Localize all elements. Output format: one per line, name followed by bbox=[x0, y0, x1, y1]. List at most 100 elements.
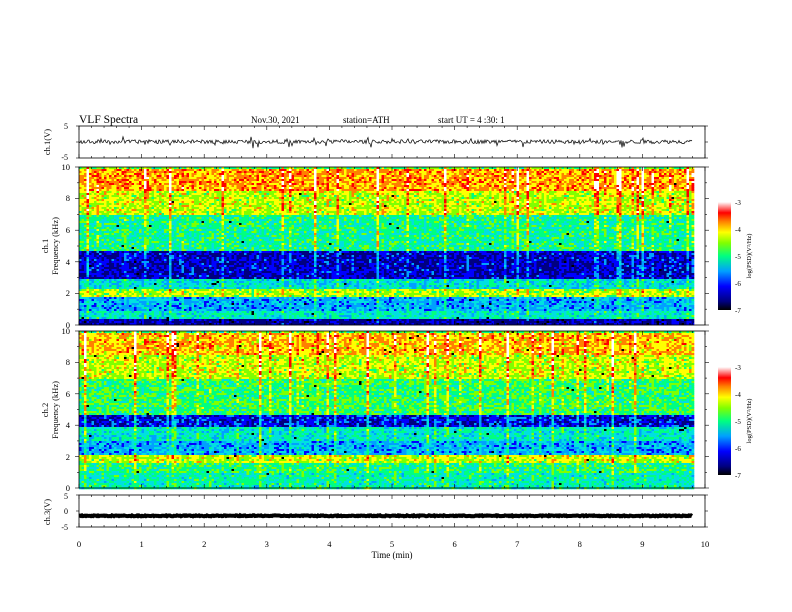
spec1-cell bbox=[86, 299, 90, 302]
spec1-cell bbox=[199, 269, 202, 272]
spec1-cell bbox=[224, 305, 227, 308]
spec1-cell bbox=[229, 179, 232, 182]
spec1-cell bbox=[204, 237, 207, 240]
spec1-cell bbox=[186, 193, 190, 196]
spec1-cell bbox=[234, 227, 237, 230]
spec1-cell bbox=[99, 277, 102, 280]
spec1-cell bbox=[211, 203, 215, 206]
spec1-cell bbox=[94, 173, 97, 176]
spec1-cell bbox=[229, 247, 232, 250]
spec1-cell bbox=[109, 179, 112, 182]
spec1-cell bbox=[146, 309, 150, 312]
spec1-cell bbox=[231, 239, 235, 242]
spec1-cell bbox=[99, 183, 102, 186]
spec1-cell bbox=[206, 283, 210, 286]
spec1-cell bbox=[166, 171, 170, 174]
spec1-cell bbox=[231, 259, 235, 262]
spec1-cell bbox=[151, 253, 155, 256]
spec1-cell bbox=[224, 183, 227, 186]
spec1-cell bbox=[124, 215, 127, 218]
spec1-cell bbox=[211, 193, 215, 196]
spec1-cell bbox=[226, 241, 230, 244]
spec1-cell bbox=[204, 245, 207, 248]
spec1-cell bbox=[124, 283, 127, 286]
spec1-cell bbox=[234, 299, 237, 302]
spec1-cell bbox=[116, 225, 120, 228]
spec1-cell bbox=[136, 191, 140, 194]
spec1-cell bbox=[129, 299, 132, 302]
spec1-cell bbox=[141, 279, 145, 282]
spec1-cell bbox=[154, 247, 157, 250]
spec1-cell bbox=[84, 173, 87, 176]
spec1-cell bbox=[104, 301, 107, 304]
spec1-cell bbox=[111, 271, 115, 274]
spec1-cell bbox=[199, 175, 202, 178]
spec1-cell bbox=[154, 249, 157, 252]
spec1-cell bbox=[176, 171, 180, 174]
spec1-cell bbox=[129, 277, 132, 280]
spec1-cell bbox=[81, 275, 85, 278]
spec1-cell bbox=[81, 245, 85, 248]
spec1-cell bbox=[101, 241, 105, 244]
spec1-cell bbox=[91, 191, 95, 194]
spec1-cell bbox=[111, 199, 115, 202]
spec1-cell bbox=[159, 209, 162, 212]
spec1-cell bbox=[166, 183, 170, 186]
spec1-cell bbox=[176, 263, 180, 266]
spec1-cell bbox=[226, 221, 230, 224]
spec1-cell bbox=[126, 211, 130, 214]
spec1-cell bbox=[186, 311, 190, 314]
spec1-cell bbox=[81, 173, 85, 176]
spec1-cell bbox=[221, 201, 225, 204]
spec1-cell bbox=[176, 281, 180, 284]
spec1-cell bbox=[109, 169, 112, 172]
spec1-cell bbox=[186, 319, 190, 322]
spec1-cell bbox=[191, 241, 195, 244]
spec1-cell bbox=[221, 305, 225, 308]
spec1-cell bbox=[106, 209, 110, 212]
spec1-cell bbox=[224, 201, 227, 204]
spec1-cell bbox=[86, 207, 90, 210]
spec1-cell bbox=[104, 189, 107, 192]
spec1-cell bbox=[204, 189, 207, 192]
spec1-cell bbox=[189, 301, 192, 304]
spec1-cell bbox=[196, 257, 200, 260]
spec1-cell bbox=[214, 231, 217, 234]
spec1-cell bbox=[106, 221, 110, 224]
spec1-cell bbox=[184, 207, 187, 210]
spec1-cell bbox=[116, 261, 120, 264]
spec1-cell bbox=[219, 301, 222, 304]
spec1-cell bbox=[109, 207, 112, 210]
spec1-cell bbox=[194, 319, 197, 322]
spec1-cell bbox=[94, 299, 97, 302]
spec1-cell bbox=[196, 285, 200, 288]
spec1-cell bbox=[124, 245, 127, 248]
spec1-cell bbox=[164, 175, 167, 178]
spec1-cell bbox=[176, 259, 180, 262]
spec1-cell bbox=[154, 323, 157, 326]
spec1-cell bbox=[176, 253, 180, 256]
spec1-cell bbox=[96, 233, 100, 236]
spec1-cell bbox=[149, 243, 152, 246]
spec1-cell bbox=[169, 289, 172, 292]
spec1-cell bbox=[86, 301, 90, 304]
spec1-cell bbox=[234, 301, 237, 304]
spec1-cell bbox=[131, 301, 135, 304]
spec1-cell bbox=[134, 267, 137, 270]
spec1-cell bbox=[119, 195, 122, 198]
spec1-cell bbox=[229, 239, 232, 242]
spec1-cell bbox=[204, 265, 207, 268]
spec1-cell bbox=[189, 323, 192, 326]
spec1-cell bbox=[121, 255, 125, 258]
spec1-cell bbox=[196, 219, 200, 222]
spec1-cell bbox=[151, 179, 155, 182]
spec1-cell bbox=[164, 183, 167, 186]
spec1-cell bbox=[209, 279, 212, 282]
spec1-cell bbox=[116, 315, 120, 318]
spec1-cell bbox=[219, 205, 222, 208]
spec1-cell bbox=[211, 261, 215, 264]
spec1-cell bbox=[116, 191, 120, 194]
spec1-cell bbox=[114, 279, 117, 282]
spec1-cell bbox=[179, 319, 182, 322]
spec1-cell bbox=[99, 301, 102, 304]
